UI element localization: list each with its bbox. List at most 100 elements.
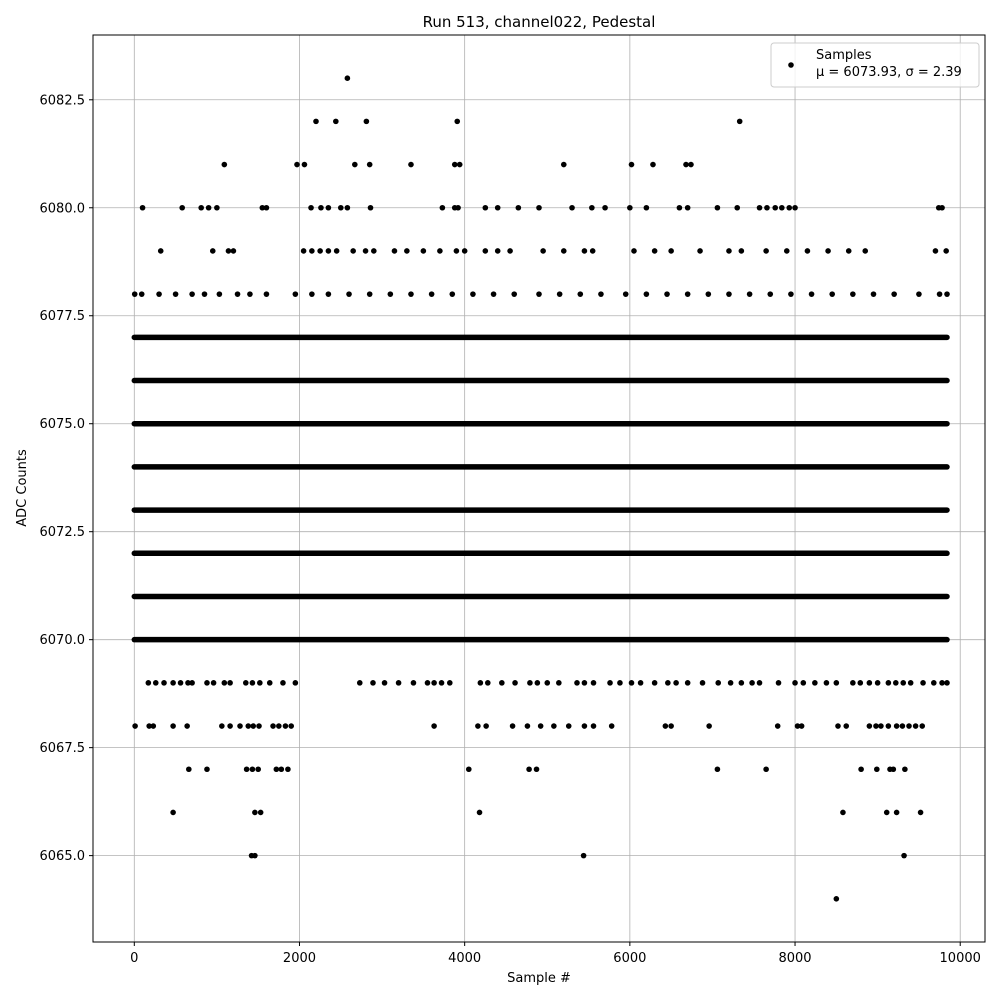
data-point [944,680,950,686]
data-point [883,809,890,816]
data-point [245,723,252,729]
data-point [631,248,637,254]
data-point [214,204,220,211]
data-point [714,766,721,773]
data-point [607,680,613,686]
data-point [292,291,299,297]
data-point [688,161,694,168]
data-point [367,204,374,211]
data-point [764,204,770,211]
x-tick-label: 0 [130,951,138,966]
data-point [544,680,551,686]
data-point [792,680,798,686]
data-point [885,723,892,729]
y-tick-label: 6082.5 [40,93,86,108]
data-point [738,248,745,254]
data-point [589,204,595,211]
data-point [602,204,608,211]
data-point [204,766,210,773]
data-point [651,248,658,254]
data-point [225,248,232,254]
data-point [835,723,841,729]
data-point [424,680,431,686]
data-point [242,680,249,686]
data-point [461,248,468,254]
data-point [858,766,864,773]
data-point [205,204,212,211]
data-point [156,291,162,297]
data-point [346,291,352,297]
data-point [170,680,176,686]
data-point [684,680,691,686]
data-point [317,248,323,254]
data-point [186,766,192,773]
data-point [263,204,270,211]
y-axis-title: ADC Counts [15,449,30,527]
data-point [439,204,446,211]
data-point [484,680,491,686]
data-point [344,75,351,81]
data-point [455,204,461,211]
data-point [738,680,745,686]
data-point [885,680,892,686]
data-point [179,204,185,211]
data-point [300,248,307,254]
data-point [756,204,763,211]
data-point [515,204,522,211]
x-tick-label: 6000 [613,951,646,966]
y-tick-label: 6075.0 [40,417,86,432]
data-point [808,291,815,297]
data-point [932,248,939,254]
data-point [454,118,461,125]
data-point [237,723,243,729]
x-tick-label: 10000 [940,951,981,966]
data-point [395,680,402,686]
data-point [494,204,501,211]
data-point [366,291,373,297]
data-point [410,680,417,686]
plot-frame [92,34,986,943]
data-point [845,248,852,254]
data-point [161,680,167,686]
data-point [556,680,562,686]
data-point [650,161,656,168]
data-point [363,118,370,125]
data-point [139,204,146,211]
data-point [189,680,195,686]
data-point [890,766,897,773]
data-point [901,852,907,859]
data-point [676,204,683,211]
data-point [637,680,644,686]
x-tick-label: 4000 [448,951,481,966]
data-point [878,723,884,729]
data-point [259,204,266,211]
data-point [775,680,782,686]
data-point [408,291,414,297]
data-point [590,680,597,686]
data-point [581,248,588,254]
data-point [788,291,794,297]
data-point [170,809,176,816]
data-point [370,680,376,686]
data-point [210,680,217,686]
data-point [292,680,299,686]
data-point [230,248,237,254]
data-point [276,723,282,729]
data-point [475,723,481,729]
data-point [833,680,840,686]
data-point [216,291,223,297]
data-point [132,723,138,729]
data-point [465,766,472,773]
data-point [250,723,257,729]
data-point [318,204,324,211]
data-point [874,766,880,773]
data-point [456,161,463,168]
data-point [131,291,138,297]
data-point [252,852,258,859]
data-point [899,723,906,729]
data-point [783,248,790,254]
data-point [483,723,489,729]
data-point [533,766,540,773]
chart-title: Run 513, channel022, Pedestal [423,13,656,31]
data-point [437,248,443,254]
